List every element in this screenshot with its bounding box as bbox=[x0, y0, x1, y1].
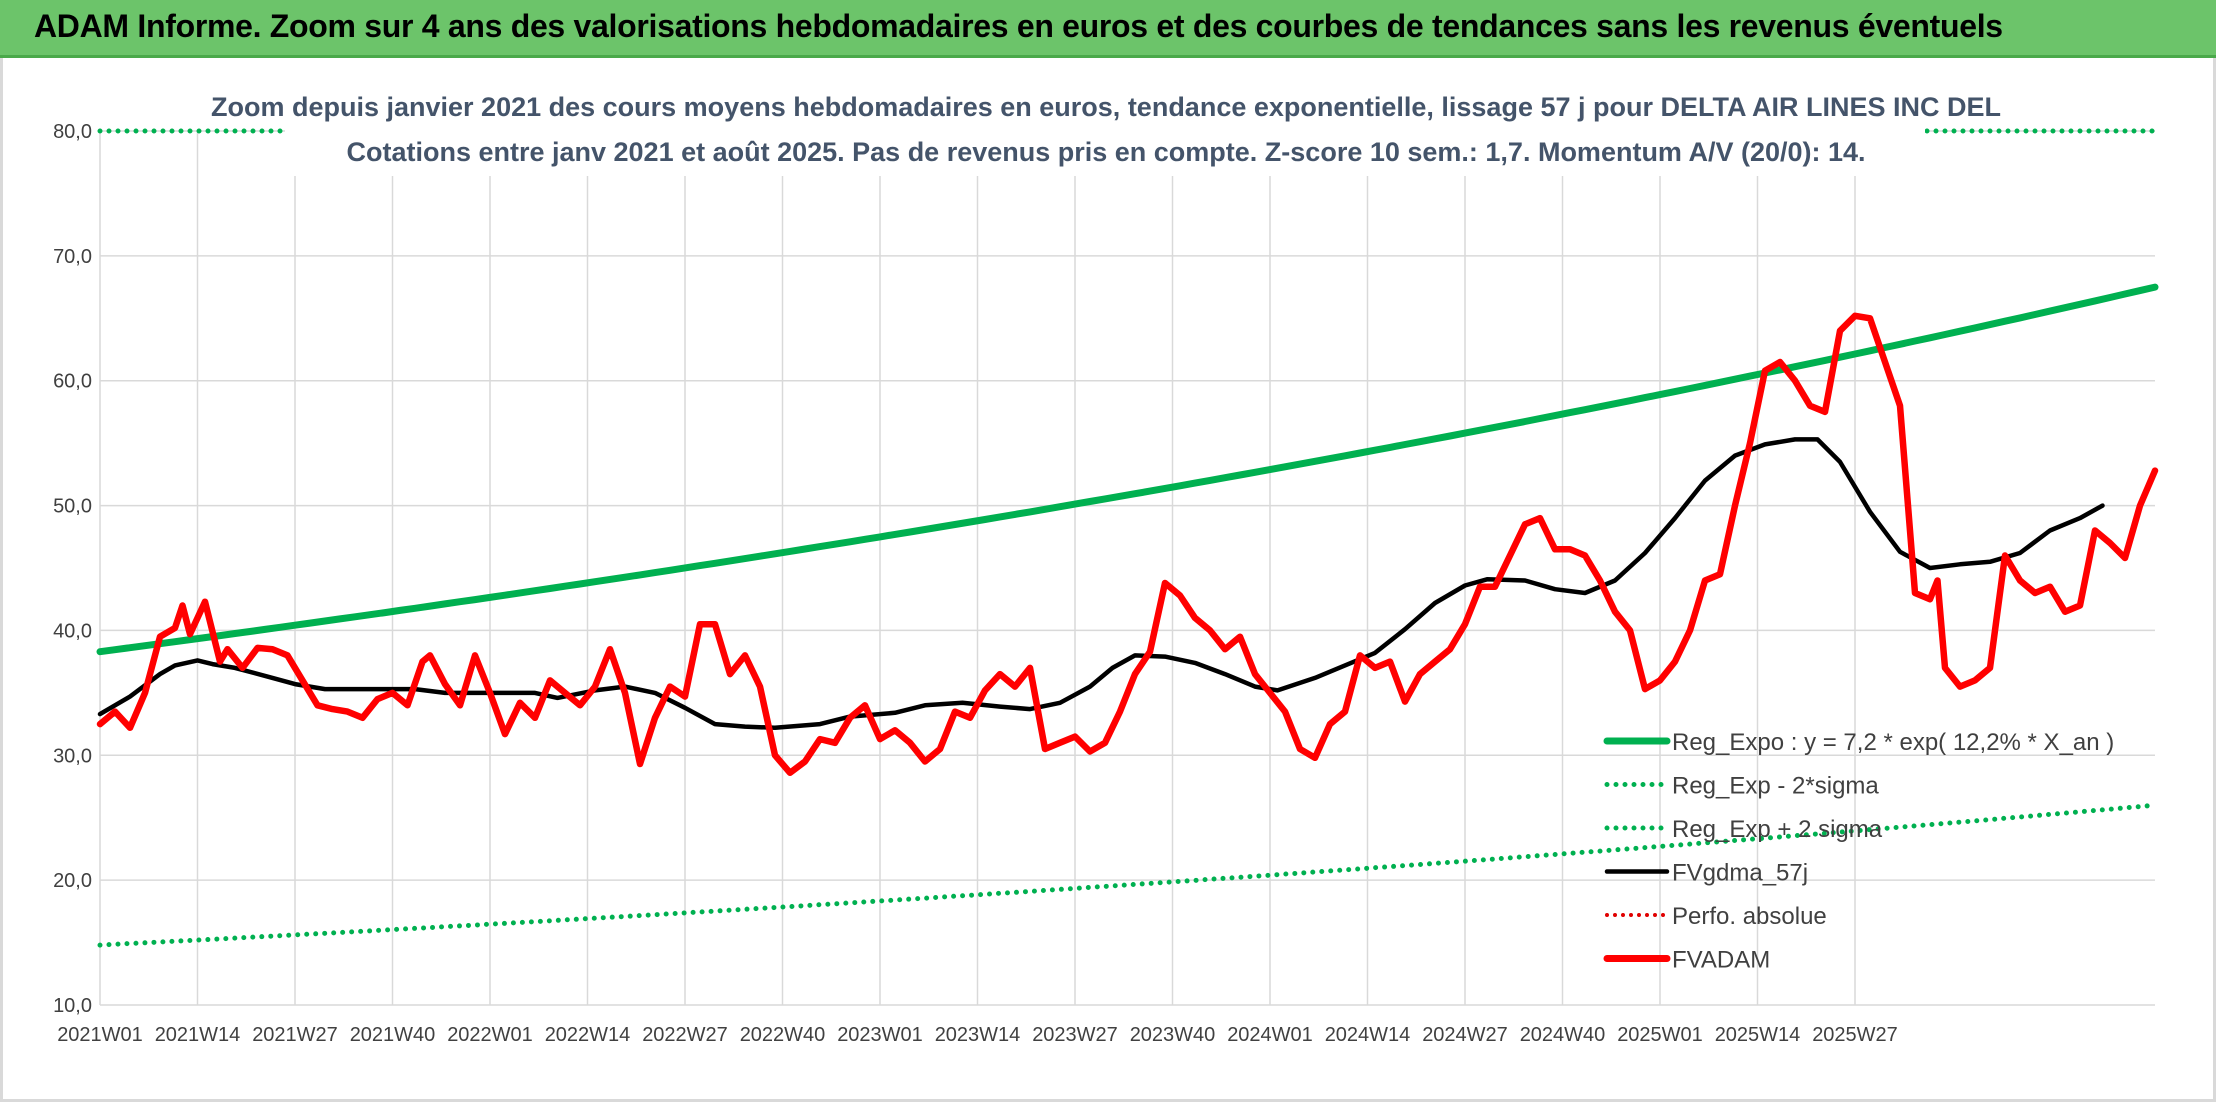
y-tick-label: 40,0 bbox=[53, 620, 92, 642]
series-reg-exp-minus-2sigma bbox=[97, 802, 2158, 948]
legend-reg-exp-minus-label: Reg_Exp - 2*sigma bbox=[1672, 773, 1879, 800]
x-tick-label: 2022W14 bbox=[545, 1024, 631, 1046]
x-tick-label: 2021W27 bbox=[252, 1024, 338, 1046]
x-tick-label: 2024W27 bbox=[1422, 1024, 1508, 1046]
x-tick-label: 2023W27 bbox=[1032, 1024, 1118, 1046]
series-fvgdma-57j bbox=[97, 437, 2105, 731]
x-axis-ticks: 2021W01 2021W14 2021W27 2021W40 2022W01 2022W… bbox=[57, 1024, 1898, 1046]
y-tick-label: 30,0 bbox=[53, 745, 92, 767]
y-tick-label: 50,0 bbox=[53, 496, 92, 518]
chart-subtitle-line2: Cotations entre janv 2021 et août 2025. … bbox=[346, 137, 1865, 167]
chart-frame bbox=[0, 58, 2216, 1102]
legend: Reg_Expo : y = 7,2 * exp( 12,2% * X_an )… bbox=[1603, 729, 2114, 974]
legend-reg-expo-label: Reg_Expo : y = 7,2 * exp( 12,2% * X_an ) bbox=[1672, 729, 2114, 756]
series-fvadam bbox=[96, 312, 2159, 777]
y-tick-label: 70,0 bbox=[53, 246, 92, 268]
x-tick-label: 2021W14 bbox=[155, 1024, 241, 1046]
x-tick-label: 2022W40 bbox=[740, 1024, 826, 1046]
y-axis-ticks: 80,0 70,0 60,0 50,0 40,0 30,0 20,0 10,0 bbox=[53, 121, 92, 1017]
x-tick-label: 2023W40 bbox=[1130, 1024, 1216, 1046]
x-tick-label: 2022W27 bbox=[642, 1024, 728, 1046]
legend-reg-exp-plus-label: Reg_Exp + 2 sigma bbox=[1672, 816, 1883, 843]
x-tick-label: 2023W01 bbox=[837, 1024, 923, 1046]
x-tick-label: 2021W40 bbox=[350, 1024, 436, 1046]
x-tick-label: 2023W14 bbox=[935, 1024, 1021, 1046]
subtitle-background bbox=[285, 84, 1925, 176]
series-reg-expo bbox=[96, 283, 2159, 656]
x-tick-label: 2022W01 bbox=[447, 1024, 533, 1046]
legend-fvgdma-label: FVgdma_57j bbox=[1672, 860, 1808, 887]
grid-lines bbox=[99, 130, 2155, 1006]
y-tick-label: 10,0 bbox=[53, 995, 92, 1017]
x-tick-label: 2025W27 bbox=[1812, 1024, 1898, 1046]
x-tick-label: 2021W01 bbox=[57, 1024, 143, 1046]
legend-fvadam-label: FVADAM bbox=[1672, 947, 1770, 974]
y-tick-label: 20,0 bbox=[53, 870, 92, 892]
x-tick-label: 2025W14 bbox=[1715, 1024, 1801, 1046]
x-tick-label: 2024W14 bbox=[1325, 1024, 1411, 1046]
y-tick-label: 60,0 bbox=[53, 371, 92, 393]
x-tick-label: 2024W01 bbox=[1227, 1024, 1313, 1046]
chart-subtitle-line1: Zoom depuis janvier 2021 des cours moyen… bbox=[211, 92, 2001, 122]
page-title: ADAM Informe. Zoom sur 4 ans des valoris… bbox=[34, 8, 2003, 44]
x-tick-label: 2024W40 bbox=[1520, 1024, 1606, 1046]
x-tick-label: 2025W01 bbox=[1617, 1024, 1703, 1046]
y-tick-label: 80,0 bbox=[53, 121, 92, 143]
legend-perfo-label: Perfo. absolue bbox=[1672, 903, 1827, 930]
title-bar: ADAM Informe. Zoom sur 4 ans des valoris… bbox=[0, 0, 2216, 58]
